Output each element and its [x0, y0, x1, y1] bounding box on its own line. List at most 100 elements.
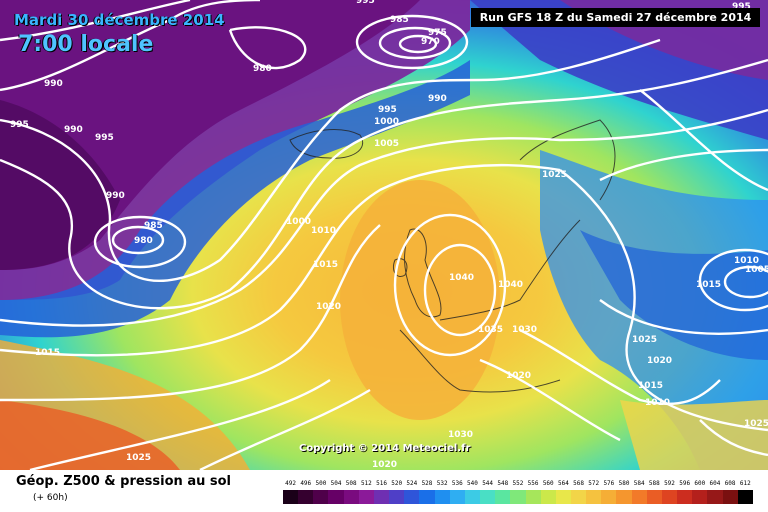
scale-label: 560: [542, 480, 554, 487]
model-run-label: Run GFS 18 Z du Samedi 27 décembre 2014: [471, 8, 760, 27]
scale-label: 504: [330, 480, 342, 487]
scale-label: 532: [436, 480, 448, 487]
legend-subtitle: (+ 60h): [33, 493, 68, 503]
scale-label: 552: [512, 480, 524, 487]
pressure-label: 1010: [734, 256, 759, 266]
pressure-label: 1040: [498, 280, 523, 290]
scale-swatch: [464, 490, 481, 504]
isobars: [0, 0, 768, 470]
scale-label: 512: [360, 480, 372, 487]
scale-swatch: [692, 490, 708, 504]
pressure-label: 1020: [372, 460, 397, 470]
pressure-label: 1005: [745, 265, 768, 275]
pressure-label: 1025: [542, 170, 567, 180]
scale-label: 596: [679, 480, 691, 487]
scale-label: 600: [694, 480, 706, 487]
scale-label: 536: [451, 480, 463, 487]
scale-label: 568: [573, 480, 584, 487]
scale-label: 528: [421, 480, 433, 487]
scale-swatch: [661, 490, 678, 504]
pressure-label: 1030: [512, 325, 537, 335]
pressure-label: 985: [144, 221, 163, 231]
scale-label: 500: [315, 480, 327, 487]
scale-label: 588: [648, 480, 660, 487]
scale-swatch: [313, 490, 329, 504]
scale-label: 576: [603, 480, 615, 487]
pressure-label: 1000: [374, 117, 399, 127]
pressure-label: 990: [106, 191, 125, 201]
scale-swatch: [298, 490, 314, 504]
pressure-label: 1025: [126, 453, 151, 463]
scale-label: 548: [497, 480, 509, 487]
scale-swatch: [707, 490, 723, 504]
pressure-label: 1015: [638, 381, 663, 391]
scale-swatch: [737, 490, 753, 504]
weather-map: 985 975 970 990 995 980 990 995 990 995 …: [0, 0, 768, 470]
scale-label: 544: [482, 480, 494, 487]
scale-swatch: [586, 490, 602, 504]
scale-swatch: [404, 490, 420, 504]
pressure-label: 990: [428, 94, 447, 104]
pressure-label: 1015: [696, 280, 721, 290]
scale-swatch: [389, 490, 405, 504]
pressure-label: 1015: [35, 348, 60, 358]
scale-label: 604: [709, 480, 721, 487]
scale-swatch: [555, 490, 571, 504]
pressure-label: 1025: [744, 419, 768, 429]
scale-label: 580: [618, 480, 630, 487]
pressure-label: 995: [10, 120, 29, 130]
legend-title: Géop. Z500 & pression au sol: [16, 474, 231, 489]
pressure-label: 995: [378, 105, 397, 115]
scale-swatch: [283, 490, 299, 504]
scale-swatch: [358, 490, 374, 504]
scale-label: 520: [391, 480, 403, 487]
scale-label: 556: [527, 480, 539, 487]
scale-swatch: [449, 490, 465, 504]
pressure-label: 990: [64, 125, 83, 135]
scale-label: 584: [633, 480, 645, 487]
pressure-label: 980: [253, 64, 272, 74]
scale-label: 496: [300, 480, 312, 487]
forecast-time: 7:00 locale: [18, 32, 154, 57]
scale-swatch: [373, 490, 390, 504]
scale-swatch: [419, 490, 435, 504]
scale-swatch: [601, 490, 617, 504]
scale-label: 564: [557, 480, 569, 487]
scale-swatch: [343, 490, 359, 504]
scale-label: 540: [467, 480, 478, 487]
scale-swatch: [510, 490, 526, 504]
scale-swatch: [328, 490, 344, 504]
scale-swatch: [434, 490, 450, 504]
pressure-label: 1000: [286, 217, 311, 227]
scale-label: 508: [345, 480, 357, 487]
pressure-label: 1020: [647, 356, 672, 366]
pressure-label: 975: [428, 28, 447, 38]
forecast-date: Mardi 30 décembre 2014: [14, 11, 225, 29]
pressure-label: 985: [390, 15, 409, 25]
pressure-label: 995: [95, 133, 114, 143]
scale-label: 492: [285, 480, 296, 487]
pressure-label: 995: [732, 2, 751, 12]
pressure-label: 1010: [645, 398, 670, 408]
scale-swatch: [540, 490, 556, 504]
scale-label: 608: [724, 480, 736, 487]
pressure-label: 1030: [448, 430, 473, 440]
pressure-label: 1020: [316, 302, 341, 312]
pressure-label: 1010: [311, 226, 336, 236]
pressure-label: 970: [421, 37, 440, 47]
scale-swatch: [722, 490, 738, 504]
scale-swatch: [480, 490, 496, 504]
pressure-label: 990: [44, 79, 63, 89]
scale-label: 524: [406, 480, 418, 487]
scale-label: 612: [739, 480, 751, 487]
scale-swatch: [616, 490, 632, 504]
scale-swatch: [677, 490, 693, 504]
scale-label: 592: [664, 480, 675, 487]
pressure-label: 1025: [632, 335, 657, 345]
pressure-label: 1020: [506, 371, 531, 381]
scale-swatch: [646, 490, 662, 504]
scale-swatch: [631, 490, 647, 504]
pressure-label: 980: [134, 236, 153, 246]
pressure-labels: 985 975 970 990 995 980 990 995 990 995 …: [10, 0, 768, 470]
pressure-label: 1005: [374, 139, 399, 149]
